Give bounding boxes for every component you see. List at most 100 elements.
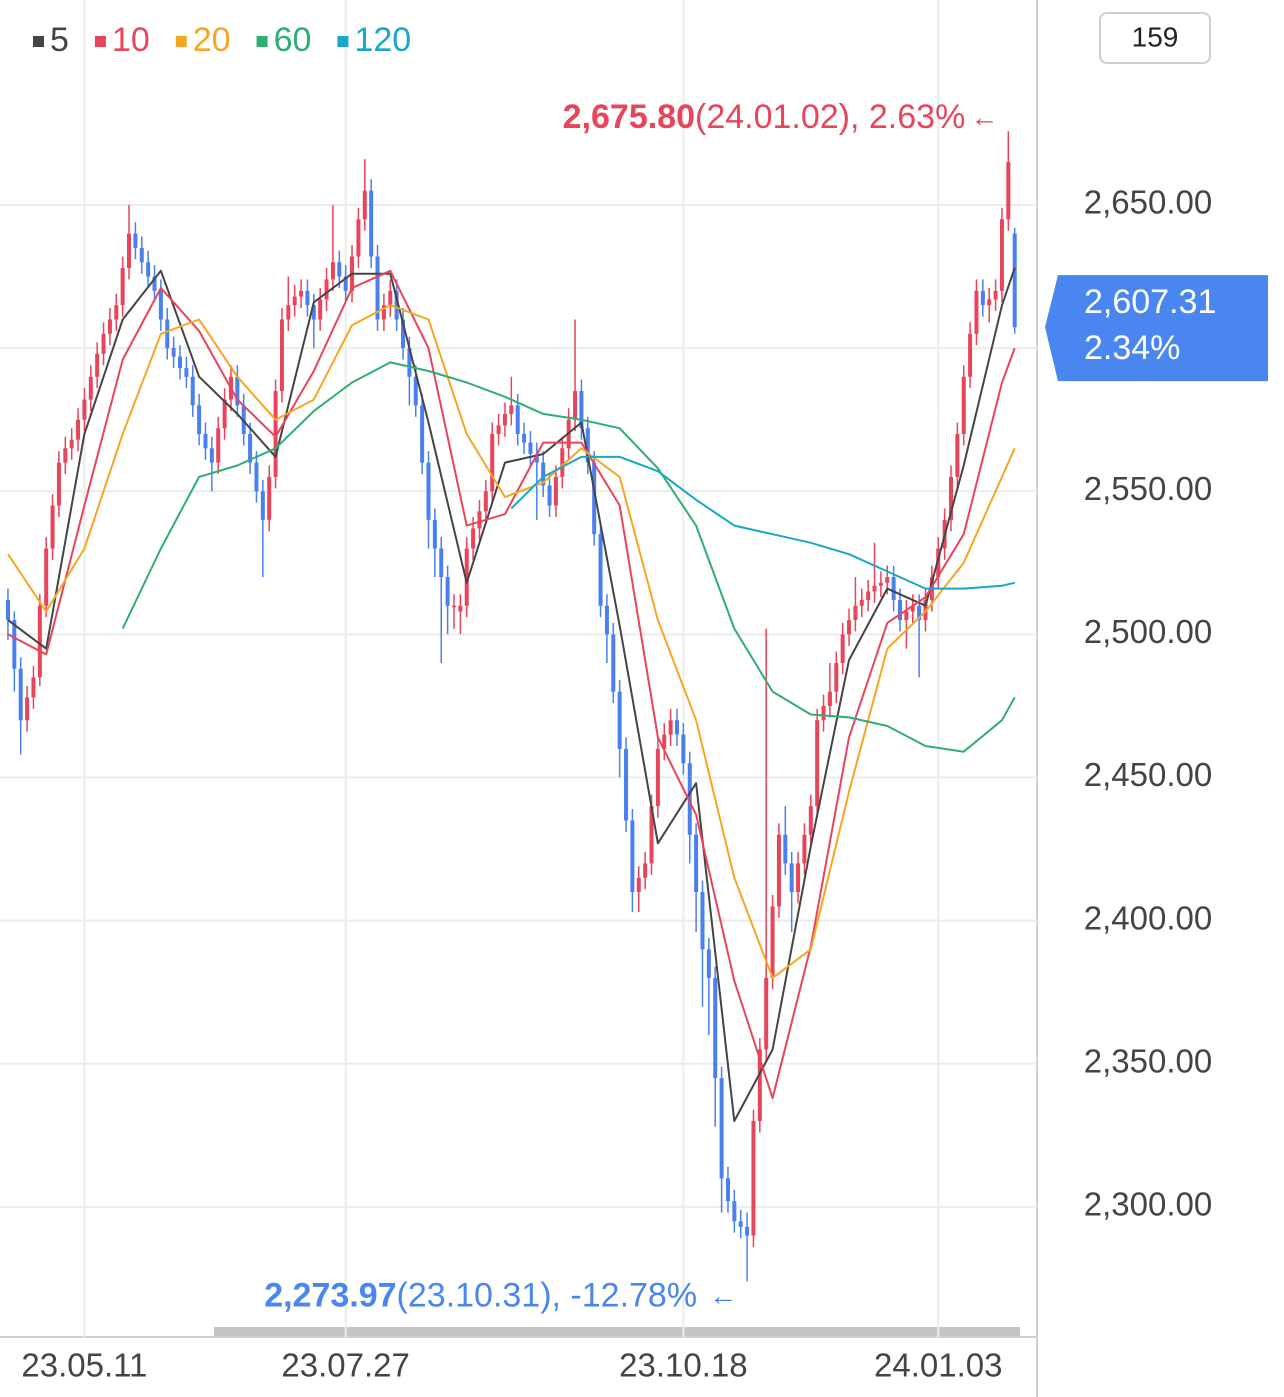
candle-body — [31, 677, 36, 698]
candle-body — [821, 705, 826, 721]
candle-body — [649, 806, 654, 864]
candle-body — [757, 1049, 762, 1122]
candle-body — [611, 634, 616, 692]
y-tick-label: 2,400.00 — [1084, 899, 1212, 936]
candle-body — [674, 720, 679, 735]
candle-body — [999, 219, 1004, 291]
y-tick-label: 2,300.00 — [1084, 1186, 1212, 1223]
candle-body — [847, 620, 852, 635]
period-box[interactable] — [1099, 12, 1211, 64]
candle-body — [184, 368, 189, 377]
candle-body — [770, 906, 775, 978]
candle-body — [101, 333, 106, 354]
candle-body — [827, 691, 832, 706]
candle-body — [853, 605, 858, 621]
candle-body — [407, 348, 412, 377]
candle-body — [974, 290, 979, 334]
candle-body — [502, 413, 507, 426]
extreme-annotation: 2,273.97(23.10.31), -12.78% — [264, 1276, 697, 1314]
candle-body — [655, 748, 660, 807]
candle-body — [643, 863, 648, 878]
candle-body — [82, 399, 87, 420]
candle-body — [834, 662, 839, 692]
legend-swatch — [94, 36, 106, 47]
candle-body — [604, 605, 609, 635]
candle-body — [171, 348, 176, 357]
candle-body — [381, 305, 386, 320]
period-label: 159 — [1132, 21, 1179, 52]
candle-body — [139, 247, 144, 263]
candle-body — [222, 399, 227, 429]
candle-body — [356, 219, 361, 257]
extreme-detail: (23.10.31), -12.78% — [397, 1276, 698, 1314]
candle-body — [598, 534, 603, 606]
candle-body — [133, 233, 138, 248]
candle-body — [69, 439, 74, 449]
candle-body — [12, 620, 17, 669]
candle-body — [732, 1201, 737, 1222]
candle-body — [725, 1178, 730, 1202]
candle-body — [968, 333, 973, 377]
extreme-arrow: ← — [970, 102, 998, 133]
candle-body — [917, 605, 922, 621]
candle-body — [197, 405, 202, 434]
candle-body — [216, 428, 221, 463]
candle-body — [254, 462, 259, 492]
candle-body — [617, 691, 622, 749]
candle-body — [738, 1221, 743, 1227]
candle-body — [95, 353, 100, 377]
candle-body — [88, 376, 93, 400]
y-tick-label: 2,350.00 — [1084, 1042, 1212, 1079]
candle-body — [56, 462, 61, 506]
candle-body — [5, 600, 10, 621]
candle-body — [432, 519, 437, 549]
legend-label: 10 — [112, 21, 150, 59]
candle-body — [706, 949, 711, 978]
scrollbar[interactable] — [214, 1327, 1020, 1336]
candle-body — [560, 448, 565, 477]
candle-body — [76, 419, 81, 440]
candle-body — [318, 299, 323, 320]
candle-body — [63, 448, 68, 463]
candle-body — [420, 405, 425, 463]
candle-body — [127, 233, 132, 268]
candle-body — [464, 548, 469, 606]
candle-body — [891, 577, 896, 601]
candle-body — [279, 319, 284, 392]
candle-body — [694, 834, 699, 893]
candle-body — [483, 491, 488, 512]
candle-body — [18, 668, 23, 721]
candle-body — [745, 1226, 750, 1236]
candle-body — [107, 319, 112, 334]
x-tick-label: 24.01.03 — [874, 1347, 1002, 1384]
extreme-detail: (24.01.02), 2.63% — [695, 98, 965, 136]
candle-body — [776, 834, 781, 907]
candle-body — [120, 267, 125, 306]
candle-body — [401, 319, 406, 349]
legend-swatch — [337, 36, 349, 47]
candle-body — [815, 720, 820, 807]
candle-body — [394, 290, 399, 320]
candle-body — [203, 433, 208, 449]
candle-body — [286, 305, 291, 320]
plot-area — [0, 0, 1037, 1337]
candle-body — [687, 763, 692, 835]
candle-body — [719, 1078, 724, 1179]
current-change: 2.34% — [1084, 329, 1180, 367]
candle-body — [866, 591, 871, 601]
candle-body — [426, 462, 431, 520]
candle-body — [451, 605, 456, 608]
extreme-value: 2,273.97 — [264, 1276, 396, 1314]
candle-body — [878, 582, 883, 586]
candle-body — [528, 442, 533, 455]
candle-body — [961, 376, 966, 434]
candle-body — [662, 734, 667, 749]
candle-body — [324, 279, 329, 300]
legend-label: 60 — [274, 21, 312, 59]
legend-label: 120 — [354, 21, 411, 59]
extreme-annotation: 2,675.80(24.01.02), 2.63% — [563, 98, 966, 136]
candle-body — [311, 305, 316, 320]
candle-body — [668, 720, 673, 735]
candle-body — [267, 476, 272, 520]
